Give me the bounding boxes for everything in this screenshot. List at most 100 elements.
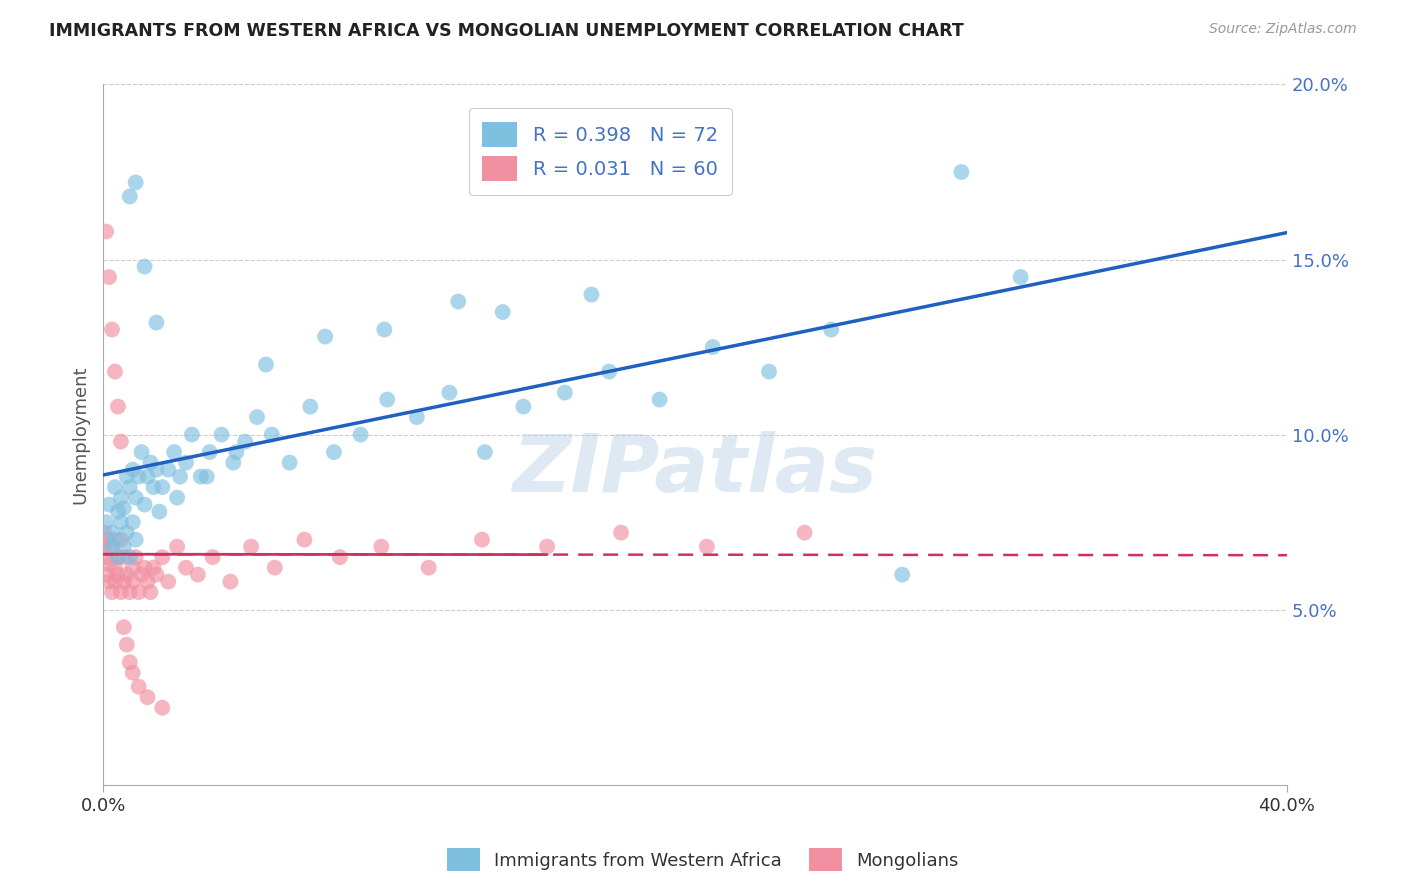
Point <box>97 533 120 547</box>
Point <box>136 574 159 589</box>
Point <box>329 550 352 565</box>
Point <box>136 469 159 483</box>
Point <box>104 480 127 494</box>
Point <box>115 469 138 483</box>
Point <box>370 540 392 554</box>
Point <box>125 533 148 547</box>
Point <box>112 574 135 589</box>
Point <box>94 515 117 529</box>
Point <box>115 525 138 540</box>
Point <box>104 560 127 574</box>
Point <box>405 410 427 425</box>
Text: Source: ZipAtlas.com: Source: ZipAtlas.com <box>1209 22 1357 37</box>
Point <box>110 491 132 505</box>
Point <box>115 638 138 652</box>
Point <box>187 567 209 582</box>
Point <box>157 574 180 589</box>
Point <box>323 445 346 459</box>
Point <box>145 567 167 582</box>
Point <box>139 456 162 470</box>
Point <box>610 525 633 540</box>
Point <box>98 498 121 512</box>
Point <box>195 469 218 483</box>
Point <box>349 427 371 442</box>
Point <box>118 480 141 494</box>
Point <box>166 540 188 554</box>
Point <box>101 525 124 540</box>
Point <box>121 560 143 574</box>
Point <box>121 574 143 589</box>
Point <box>107 400 129 414</box>
Point <box>418 560 440 574</box>
Point <box>222 456 245 470</box>
Text: ZIPatlas: ZIPatlas <box>513 431 877 508</box>
Point <box>107 567 129 582</box>
Point <box>101 540 124 554</box>
Point <box>118 655 141 669</box>
Point <box>150 480 173 494</box>
Point <box>648 392 671 407</box>
Point <box>263 560 285 574</box>
Point <box>174 560 197 574</box>
Point <box>447 294 470 309</box>
Point <box>110 515 132 529</box>
Point <box>139 585 162 599</box>
Point <box>157 462 180 476</box>
Point <box>474 445 496 459</box>
Point <box>134 498 156 512</box>
Point <box>198 445 221 459</box>
Point <box>128 585 150 599</box>
Point <box>219 574 242 589</box>
Point <box>121 462 143 476</box>
Point <box>107 550 129 565</box>
Point <box>163 445 186 459</box>
Point <box>121 665 143 680</box>
Point <box>134 560 156 574</box>
Point <box>793 525 815 540</box>
Text: IMMIGRANTS FROM WESTERN AFRICA VS MONGOLIAN UNEMPLOYMENT CORRELATION CHART: IMMIGRANTS FROM WESTERN AFRICA VS MONGOL… <box>49 22 965 40</box>
Point <box>94 225 117 239</box>
Point <box>201 550 224 565</box>
Point <box>1010 270 1032 285</box>
Point <box>112 501 135 516</box>
Point <box>148 505 170 519</box>
Point <box>150 550 173 565</box>
Point <box>104 365 127 379</box>
Point <box>115 567 138 582</box>
Point <box>112 540 135 554</box>
Point <box>240 540 263 554</box>
Point <box>128 469 150 483</box>
Point <box>439 385 461 400</box>
Point <box>174 456 197 470</box>
Point <box>536 540 558 554</box>
Point <box>254 358 277 372</box>
Point <box>758 365 780 379</box>
Point <box>373 322 395 336</box>
Point <box>696 540 718 554</box>
Point <box>107 550 129 565</box>
Point <box>118 550 141 565</box>
Point <box>471 533 494 547</box>
Point <box>225 445 247 459</box>
Point <box>246 410 269 425</box>
Point <box>278 456 301 470</box>
Point <box>93 525 115 540</box>
Point <box>93 540 115 554</box>
Point <box>98 270 121 285</box>
Point <box>554 385 576 400</box>
Point <box>125 550 148 565</box>
Point <box>169 469 191 483</box>
Point <box>112 550 135 565</box>
Point <box>110 585 132 599</box>
Legend: R = 0.398   N = 72, R = 0.031   N = 60: R = 0.398 N = 72, R = 0.031 N = 60 <box>468 108 731 195</box>
Point <box>131 567 153 582</box>
Point <box>98 557 121 571</box>
Point <box>512 400 534 414</box>
Point <box>125 491 148 505</box>
Point <box>891 567 914 582</box>
Point <box>110 533 132 547</box>
Point <box>166 491 188 505</box>
Point <box>299 400 322 414</box>
Point <box>98 574 121 589</box>
Y-axis label: Unemployment: Unemployment <box>72 366 89 504</box>
